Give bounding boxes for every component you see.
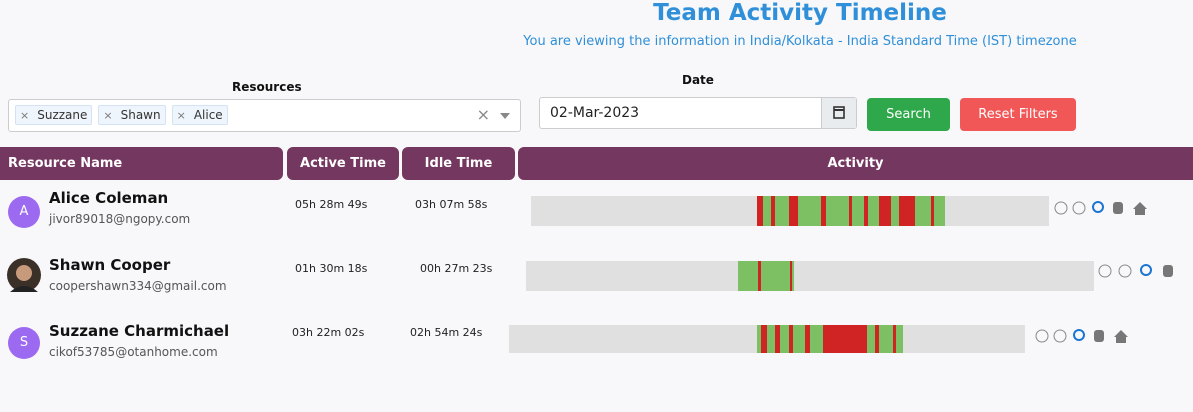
chart-toolbar[interactable] bbox=[1034, 328, 1134, 348]
idle-time: 03h 07m 58s bbox=[415, 198, 488, 211]
activity-bar bbox=[531, 196, 1049, 226]
calendar-icon bbox=[833, 106, 845, 119]
search-button[interactable]: Search bbox=[867, 98, 950, 131]
activity-bar bbox=[526, 261, 1094, 291]
resource-name: Shawn Cooper bbox=[49, 256, 171, 274]
resources-select[interactable]: × Suzzane × Shawn × Alice × bbox=[8, 99, 521, 132]
chip[interactable]: × Suzzane bbox=[15, 105, 93, 125]
active-time: 05h 28m 49s bbox=[295, 198, 368, 211]
date-label: Date bbox=[682, 73, 714, 87]
resource-email: cikof53785@otanhome.com bbox=[49, 345, 218, 359]
chip[interactable]: × Shawn bbox=[98, 105, 166, 125]
resources-label: Resources bbox=[232, 80, 302, 94]
dropdown-caret[interactable] bbox=[500, 113, 510, 119]
resource-email: coopershawn334@gmail.com bbox=[49, 279, 227, 293]
chip[interactable]: × Alice bbox=[171, 105, 228, 125]
column-header: Active Time bbox=[287, 147, 399, 180]
idle-time: 00h 27m 23s bbox=[420, 262, 493, 275]
avatar-photo bbox=[7, 258, 41, 292]
chip-label: Shawn bbox=[120, 108, 161, 122]
column-header: Idle Time bbox=[402, 147, 515, 180]
reset-button[interactable]: Reset Filters bbox=[960, 98, 1076, 131]
activity-segments bbox=[757, 325, 903, 353]
clear-icon[interactable]: × bbox=[476, 105, 490, 124]
column-header: Activity bbox=[518, 147, 1193, 180]
date-value: 02-Mar-2023 bbox=[550, 105, 640, 121]
activity-segments bbox=[757, 196, 945, 226]
chip-label: Alice bbox=[193, 108, 223, 122]
resource-name: Suzzane Charmichael bbox=[49, 322, 230, 340]
chart-toolbar[interactable] bbox=[1053, 200, 1153, 220]
avatar: S bbox=[8, 327, 40, 359]
resource-name: Alice Coleman bbox=[49, 189, 169, 207]
chart-toolbar[interactable] bbox=[1097, 263, 1177, 283]
timezone-note: You are viewing the information in India… bbox=[523, 34, 1077, 49]
activity-segments bbox=[738, 261, 794, 291]
page-title: Team Activity Timeline bbox=[653, 0, 947, 26]
resource-email: jivor89018@ngopy.com bbox=[49, 212, 191, 226]
column-header: Resource Name bbox=[0, 147, 283, 180]
chip-label: Suzzane bbox=[37, 108, 88, 122]
active-time: 01h 30m 18s bbox=[295, 262, 368, 275]
date-input[interactable]: 02-Mar-2023 bbox=[539, 97, 857, 129]
avatar: A bbox=[8, 196, 40, 228]
active-time: 03h 22m 02s bbox=[292, 326, 365, 339]
activity-bar bbox=[509, 325, 1025, 353]
calendar-button[interactable] bbox=[821, 98, 856, 128]
idle-time: 02h 54m 24s bbox=[410, 326, 483, 339]
